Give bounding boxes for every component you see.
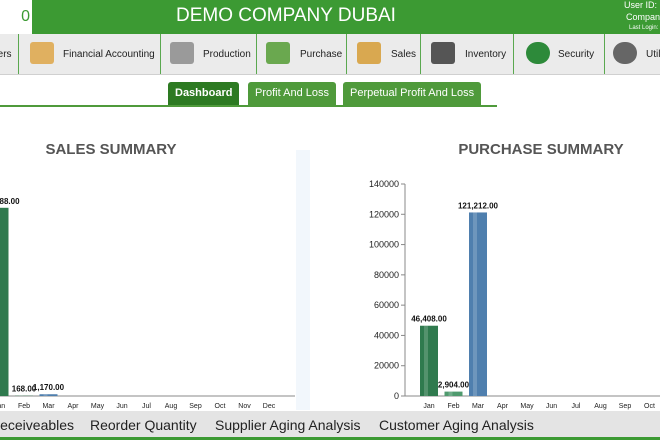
company-title: DEMO COMPANY DUBAI — [176, 5, 396, 26]
report-link[interactable]: Receiveables — [0, 417, 75, 433]
bar-shine — [473, 212, 477, 396]
icon — [170, 42, 194, 64]
report-link[interactable]: Supplier Aging Analysis — [215, 417, 361, 433]
user-id: User ID: — [624, 0, 658, 10]
x-tick-label: Feb — [18, 403, 30, 410]
x-tick-label: Feb — [447, 403, 459, 410]
bar — [0, 207, 9, 396]
icon — [431, 42, 455, 64]
chart-title: SALES SUMMARY — [45, 141, 176, 158]
x-tick-label: Jan — [0, 403, 5, 410]
bar — [39, 394, 58, 396]
x-tick-label: Mar — [42, 403, 55, 410]
x-tick-label: Jun — [116, 403, 127, 410]
report-link[interactable]: Reorder Quantity — [90, 417, 197, 433]
separator — [18, 34, 19, 74]
header-bar: 0 DEMO COMPANY DUBAI User ID: Company La… — [0, 0, 660, 34]
panel-edge — [296, 150, 310, 410]
tab[interactable]: Profit And Loss — [248, 82, 336, 105]
x-tick-label: Aug — [165, 403, 178, 410]
bar — [469, 212, 487, 396]
bar-shine — [424, 325, 428, 396]
company-name: Company — [626, 12, 660, 22]
x-tick-label: Nov — [238, 403, 251, 410]
value-label: 1,170.00 — [33, 383, 65, 392]
bar-shine — [448, 391, 453, 396]
x-tick-label: Mar — [472, 403, 485, 410]
value-label: 124,288.00 — [0, 197, 20, 206]
report-links: Receiveables Reorder Quantity Supplier A… — [0, 411, 660, 440]
y-tick-label: 80000 — [374, 270, 399, 280]
bar — [420, 325, 438, 396]
separator — [604, 34, 605, 74]
bar — [444, 391, 463, 396]
y-tick-label: 0 — [394, 391, 399, 401]
menu-item[interactable]: Inventory — [465, 49, 507, 60]
value-label: 168.00 — [12, 385, 37, 394]
menu-item[interactable]: Security — [558, 49, 595, 60]
x-tick-label: Oct — [215, 403, 226, 410]
icon — [613, 42, 637, 64]
x-tick-label: Apr — [68, 403, 80, 410]
separator — [256, 34, 257, 74]
y-tick-label: 20000 — [374, 361, 399, 371]
menu-item[interactable]: Sales — [391, 49, 417, 60]
chart-title: PURCHASE SUMMARY — [458, 141, 623, 158]
icon — [357, 42, 381, 64]
tab-underline — [0, 105, 497, 107]
separator — [420, 34, 421, 74]
x-tick-label: Sep — [189, 403, 202, 410]
x-tick-label: Jun — [546, 403, 557, 410]
value-label: 121,212.00 — [458, 201, 499, 210]
x-tick-label: Oct — [644, 403, 655, 410]
y-tick-label: 100000 — [369, 240, 399, 250]
menu-item[interactable]: Production — [203, 49, 251, 60]
x-tick-label: May — [520, 403, 534, 410]
menu-bar: Masters Financial Accounting Production … — [0, 34, 660, 75]
x-tick-label: Sep — [619, 403, 632, 410]
value-label: 46,408.00 — [411, 315, 447, 324]
menu-item[interactable]: Financial Accounting — [63, 49, 155, 60]
tab[interactable]: Perpetual Profit And Loss — [343, 82, 482, 105]
separator — [160, 34, 161, 74]
report-link[interactable]: Customer Aging Analysis — [379, 417, 534, 433]
x-tick-label: Jan — [423, 403, 434, 410]
x-tick-label: Aug — [594, 403, 607, 410]
menu-item[interactable]: Utilities — [646, 49, 660, 60]
x-tick-label: May — [91, 403, 105, 410]
y-tick-label: 60000 — [374, 300, 399, 310]
icon — [526, 42, 550, 64]
value-label: 2,904.00 — [438, 381, 470, 390]
menu-item[interactable]: Purchase — [300, 49, 343, 60]
tab[interactable]: Dashboard — [168, 82, 240, 105]
y-tick-label: 140000 — [369, 179, 399, 189]
x-tick-label: Jul — [142, 403, 151, 410]
bar-shine — [43, 394, 48, 396]
icon — [266, 42, 290, 64]
company-code: 0 — [0, 0, 32, 34]
x-tick-label: Jul — [572, 403, 581, 410]
menu-item[interactable]: Masters — [0, 49, 12, 60]
icon — [30, 42, 54, 64]
separator — [346, 34, 347, 74]
last-login: Last Login: — [629, 25, 659, 31]
charts: SALES SUMMARY Jan Feb Mar Apr May Jun Jul Aug Sep… — [0, 141, 660, 410]
x-tick-label: Dec — [263, 403, 276, 410]
y-tick-label: 120000 — [369, 209, 399, 219]
separator — [513, 34, 514, 74]
y-tick-label: 40000 — [374, 330, 399, 340]
x-tick-label: Apr — [497, 403, 509, 410]
